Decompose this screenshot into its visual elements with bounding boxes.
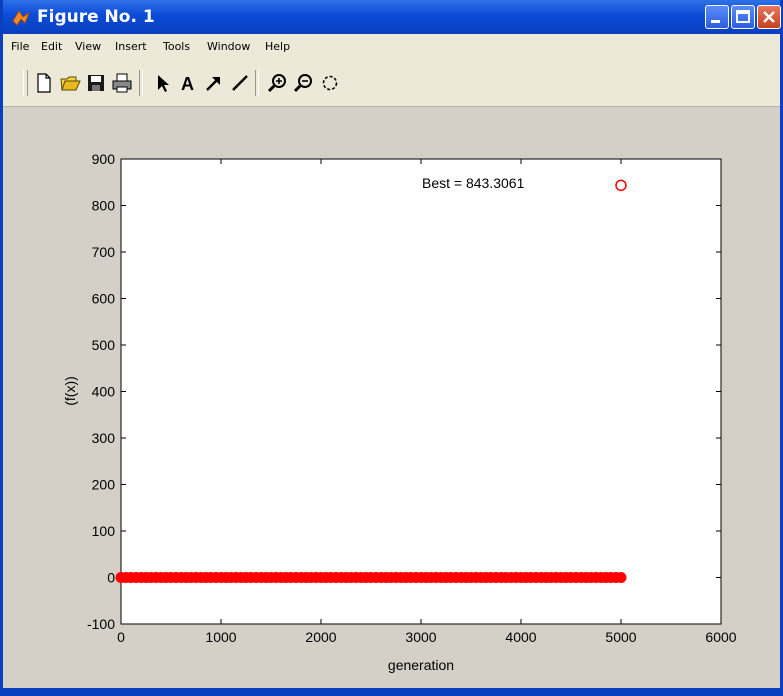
close-icon: [763, 11, 775, 23]
x-tick-label: 5000: [605, 629, 636, 645]
svg-text:A: A: [181, 74, 194, 94]
zoom-in-icon[interactable]: [267, 72, 289, 94]
select-arrow-icon[interactable]: [151, 72, 173, 94]
x-axis: 0 1000 2000 3000 4000 5000 6000: [117, 159, 737, 645]
y-tick-label: 400: [92, 384, 116, 400]
axes-background: [120, 158, 722, 625]
menu-edit[interactable]: Edit: [41, 40, 63, 53]
y-tick-label: 700: [92, 244, 116, 260]
menu-tools[interactable]: Tools: [163, 40, 191, 53]
maximize-button[interactable]: [731, 5, 755, 29]
menu-file[interactable]: File: [11, 40, 30, 53]
x-tick-label: 1000: [205, 629, 236, 645]
best-annotation: Best = 843.3061: [422, 175, 525, 191]
menu-help[interactable]: Help: [265, 40, 291, 53]
x-tick-label: 0: [117, 629, 125, 645]
y-axis: -100 0 100 200 300 400 500 600 700 800 900: [87, 151, 721, 632]
zoom-out-icon[interactable]: [293, 72, 315, 94]
window-title: Figure No. 1: [37, 7, 155, 27]
x-tick-label: 2000: [305, 629, 336, 645]
best-point: [615, 179, 627, 192]
data-point: [615, 572, 627, 583]
x-tick-label: 4000: [505, 629, 536, 645]
window-bottom-border: [3, 688, 780, 693]
menu-insert[interactable]: Insert: [115, 40, 147, 53]
open-folder-icon[interactable]: [59, 72, 81, 94]
save-icon[interactable]: [85, 72, 107, 94]
x-tick-label: 3000: [405, 629, 436, 645]
line-tool-icon[interactable]: [229, 72, 251, 94]
new-file-icon[interactable]: [33, 72, 55, 94]
menu-window[interactable]: Window: [207, 40, 251, 53]
y-tick-label: 300: [92, 430, 116, 446]
y-tick-label: 900: [92, 151, 116, 167]
print-icon[interactable]: [111, 72, 133, 94]
toolbar-separator: [139, 70, 143, 96]
toolbar-grip[interactable]: [23, 70, 28, 96]
y-tick-label: 600: [92, 291, 116, 307]
maximize-icon: [736, 10, 750, 23]
y-tick-label: 0: [107, 570, 115, 586]
title-bar[interactable]: Figure No. 1: [3, 0, 781, 34]
matlab-logo-icon: [12, 10, 31, 26]
y-tick-label: -100: [87, 616, 115, 632]
rotate-icon[interactable]: [319, 72, 341, 94]
y-axis-label: (f(x)): [62, 376, 78, 406]
text-tool-icon[interactable]: A: [177, 72, 199, 94]
y-tick-label: 500: [92, 337, 116, 353]
close-button[interactable]: [757, 5, 781, 29]
plot-series: [115, 179, 627, 583]
y-tick-label: 200: [92, 477, 116, 493]
menu-view[interactable]: View: [75, 40, 102, 53]
toolbar: A: [3, 60, 780, 107]
minimize-button[interactable]: [705, 5, 729, 29]
x-axis-label: generation: [388, 657, 454, 673]
minimize-icon: [711, 20, 720, 23]
menu-bar: File Edit View Insert Tools Window Help: [3, 34, 780, 60]
x-tick-label: 6000: [705, 629, 736, 645]
y-tick-label: 100: [92, 523, 116, 539]
arrow-tool-icon[interactable]: [203, 72, 225, 94]
y-tick-label: 800: [92, 198, 116, 214]
toolbar-separator: [255, 70, 259, 96]
